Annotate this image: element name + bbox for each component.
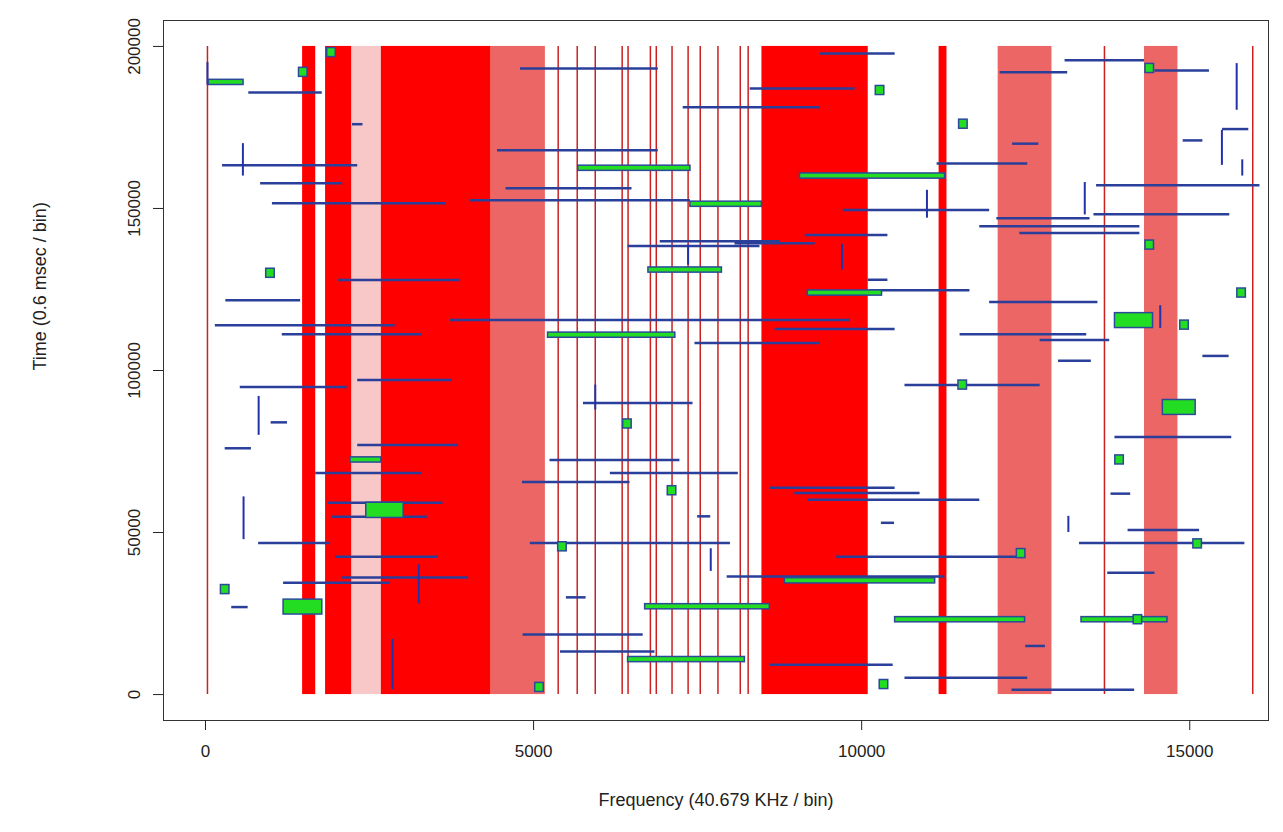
svg-text:0: 0	[201, 742, 210, 761]
svg-text:100000: 100000	[125, 342, 144, 399]
svg-text:50000: 50000	[125, 509, 144, 556]
svg-text:150000: 150000	[125, 180, 144, 237]
svg-text:Frequency (40.679 KHz / bin): Frequency (40.679 KHz / bin)	[598, 790, 833, 810]
svg-text:Time (0.6 msec / bin): Time (0.6 msec / bin)	[30, 202, 50, 370]
svg-text:10000: 10000	[838, 742, 885, 761]
svg-text:5000: 5000	[515, 742, 553, 761]
svg-text:0: 0	[125, 690, 144, 699]
svg-text:200000: 200000	[125, 18, 144, 75]
svg-text:15000: 15000	[1166, 742, 1213, 761]
